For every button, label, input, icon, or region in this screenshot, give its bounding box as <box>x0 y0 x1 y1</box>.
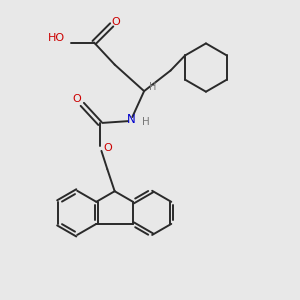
Text: O: O <box>73 94 81 104</box>
Text: H: H <box>142 117 149 127</box>
Text: H: H <box>149 82 156 92</box>
Text: O: O <box>103 143 112 153</box>
Text: O: O <box>112 17 121 27</box>
Text: HO: HO <box>47 33 64 43</box>
Text: N: N <box>128 112 136 126</box>
